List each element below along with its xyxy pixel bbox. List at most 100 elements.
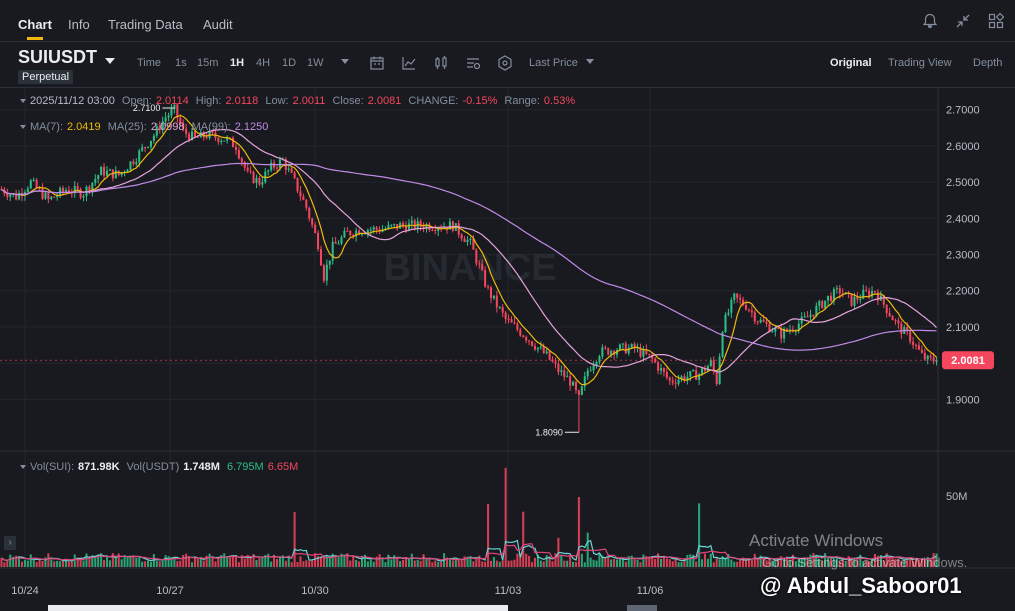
candle-body [487,286,490,288]
indicators-icon[interactable] [464,54,482,72]
line-tool-icon[interactable] [400,54,418,72]
candle-body [114,170,117,179]
bell-icon[interactable] [921,12,939,30]
volume-bar [155,561,158,567]
interval-1h[interactable]: 1H [230,57,245,69]
candle-body [853,296,856,306]
candle-type-icon[interactable] [432,54,450,72]
interval-1w[interactable]: 1W [307,57,324,69]
view-trading-view[interactable]: Trading View [888,57,952,69]
candle-body [182,123,185,129]
candle-body [205,137,208,139]
price-type-dropdown-icon[interactable] [586,59,594,64]
range-value: 0.53% [543,95,576,107]
volume-bar [53,561,56,567]
collapse-arrows-icon[interactable] [954,12,972,30]
volume-bar [205,555,208,567]
candle-body [404,225,408,231]
volume-bar [29,554,32,567]
candle-body [659,368,663,371]
candle-body [311,218,314,225]
candle-body [665,371,668,378]
candle-body [583,376,586,387]
tab-audit[interactable]: Audit [203,17,233,32]
candle-body [185,128,188,134]
candle-body [709,360,712,366]
tab-chart[interactable]: Chart [18,17,52,32]
volume-bar [161,560,164,567]
candle-body [662,368,665,372]
volume-bar [912,561,915,567]
candle-body [97,175,100,179]
candle-body [176,104,179,118]
candle-body [882,295,885,305]
volume-bar [920,559,923,567]
candle-body [563,370,566,377]
candle-body [651,354,654,359]
volume-bar [613,559,616,567]
bottom-scroll-thumb[interactable] [627,605,657,611]
view-original[interactable]: Original [830,57,872,69]
volume-bar [97,554,100,567]
volume-bar [431,562,434,567]
volume-bar [179,560,182,567]
candle-body [337,243,340,245]
volume-bar [170,557,173,567]
candle-body [809,314,812,317]
volume-axis-label: 50M [946,491,967,503]
volume-bar [791,554,794,567]
volume-bar [0,557,3,567]
volume-bar [501,560,504,567]
volume-bar [214,561,217,567]
volume-bar [393,555,396,567]
candle-body [328,260,331,265]
settings-hex-icon[interactable] [496,54,514,72]
activate-windows-title: Activate Windows [749,531,884,550]
x-tick-label: 10/24 [11,585,39,597]
high-label: High: [195,95,222,107]
interval-15m[interactable]: 15m [197,57,219,69]
volume-bar [293,512,296,567]
view-depth[interactable]: Depth [973,57,1003,69]
volume-bar [610,559,613,567]
candle-body [70,192,73,194]
volume-bar [358,561,361,567]
symbol-dropdown-icon[interactable] [105,58,115,64]
symbol-name[interactable]: SUIUSDT [18,47,98,67]
collapse-volume-icon[interactable] [20,465,26,470]
scroll-left-button[interactable]: › [4,536,16,550]
volume-bar [832,558,835,567]
volume-bar [718,559,721,567]
candle-body [539,346,542,348]
interval-1d[interactable]: 1D [282,57,297,69]
volume-bar [744,559,748,567]
collapse-legend-icon[interactable] [20,99,26,104]
candle-body [451,221,454,231]
grid-layout-icon[interactable] [987,12,1005,30]
volume-bar [721,556,724,567]
price-type-select[interactable]: Last Price [529,57,578,69]
volume-bar [595,560,598,567]
volume-bar [138,557,141,567]
volume-bar [314,553,317,567]
interval-time[interactable]: Time [137,57,162,69]
tab-trading-data[interactable]: Trading Data [108,17,183,32]
bottom-scroll-track[interactable] [48,605,508,611]
candle-body [478,263,481,265]
interval-1s[interactable]: 1s [175,57,187,69]
volume-bar [736,561,739,567]
calendar-icon[interactable] [368,54,386,72]
candle-body [932,357,935,362]
candle-body [232,137,235,148]
volume-bar [402,559,405,567]
collapse-ma-icon[interactable] [20,125,26,130]
volume-bar [416,559,419,567]
volume-bar [818,558,821,567]
tab-info[interactable]: Info [68,17,90,32]
volume-bar [662,555,665,567]
interval-more-icon[interactable] [341,59,349,64]
interval-4h[interactable]: 4H [256,57,271,69]
volume-bar [841,559,844,567]
volume-bar [689,554,692,567]
